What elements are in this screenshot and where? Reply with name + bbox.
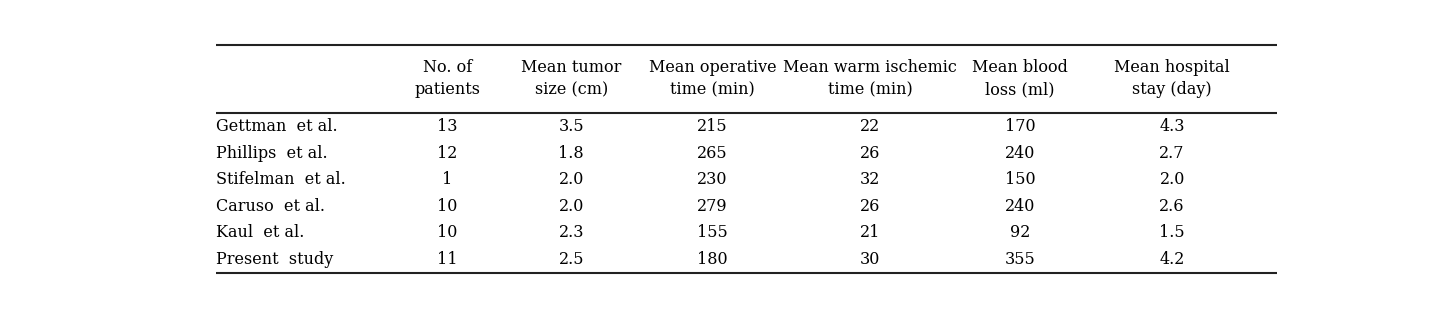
Text: 279: 279	[697, 198, 728, 215]
Text: 355: 355	[1005, 251, 1035, 268]
Text: 4.2: 4.2	[1159, 251, 1185, 268]
Text: Gettman  et al.: Gettman et al.	[215, 118, 338, 135]
Text: No. of
patients: No. of patients	[414, 59, 480, 99]
Text: 2.3: 2.3	[559, 224, 584, 241]
Text: 92: 92	[1009, 224, 1029, 241]
Text: Mean hospital
stay (day): Mean hospital stay (day)	[1114, 59, 1230, 99]
Text: 2.7: 2.7	[1159, 144, 1185, 162]
Text: Mean operative
time (min): Mean operative time (min)	[648, 59, 776, 99]
Text: 10: 10	[437, 198, 457, 215]
Text: 265: 265	[697, 144, 728, 162]
Text: 3.5: 3.5	[559, 118, 584, 135]
Text: 240: 240	[1005, 198, 1035, 215]
Text: 150: 150	[1005, 171, 1035, 188]
Text: 30: 30	[860, 251, 881, 268]
Text: 1.5: 1.5	[1159, 224, 1185, 241]
Text: 12: 12	[437, 144, 457, 162]
Text: 155: 155	[697, 224, 728, 241]
Text: Present  study: Present study	[215, 251, 333, 268]
Text: Stifelman  et al.: Stifelman et al.	[215, 171, 345, 188]
Text: 180: 180	[697, 251, 728, 268]
Text: 215: 215	[697, 118, 728, 135]
Text: 22: 22	[860, 118, 881, 135]
Text: Kaul  et al.: Kaul et al.	[215, 224, 304, 241]
Text: Mean blood
loss (ml): Mean blood loss (ml)	[973, 59, 1067, 99]
Text: 10: 10	[437, 224, 457, 241]
Text: 26: 26	[860, 144, 881, 162]
Text: 1: 1	[443, 171, 453, 188]
Text: 170: 170	[1005, 118, 1035, 135]
Text: 240: 240	[1005, 144, 1035, 162]
Text: Mean tumor
size (cm): Mean tumor size (cm)	[521, 59, 622, 99]
Text: 32: 32	[860, 171, 881, 188]
Text: 2.5: 2.5	[559, 251, 584, 268]
Text: 4.3: 4.3	[1159, 118, 1185, 135]
Text: 2.0: 2.0	[1159, 171, 1185, 188]
Text: 2.6: 2.6	[1159, 198, 1185, 215]
Text: 2.0: 2.0	[559, 198, 584, 215]
Text: 230: 230	[697, 171, 728, 188]
Text: 1.8: 1.8	[559, 144, 584, 162]
Text: 26: 26	[860, 198, 881, 215]
Text: Mean warm ischemic
time (min): Mean warm ischemic time (min)	[783, 59, 957, 99]
Text: Caruso  et al.: Caruso et al.	[215, 198, 325, 215]
Text: 21: 21	[860, 224, 881, 241]
Text: 2.0: 2.0	[559, 171, 584, 188]
Text: Phillips  et al.: Phillips et al.	[215, 144, 328, 162]
Text: 11: 11	[437, 251, 457, 268]
Text: 13: 13	[437, 118, 457, 135]
